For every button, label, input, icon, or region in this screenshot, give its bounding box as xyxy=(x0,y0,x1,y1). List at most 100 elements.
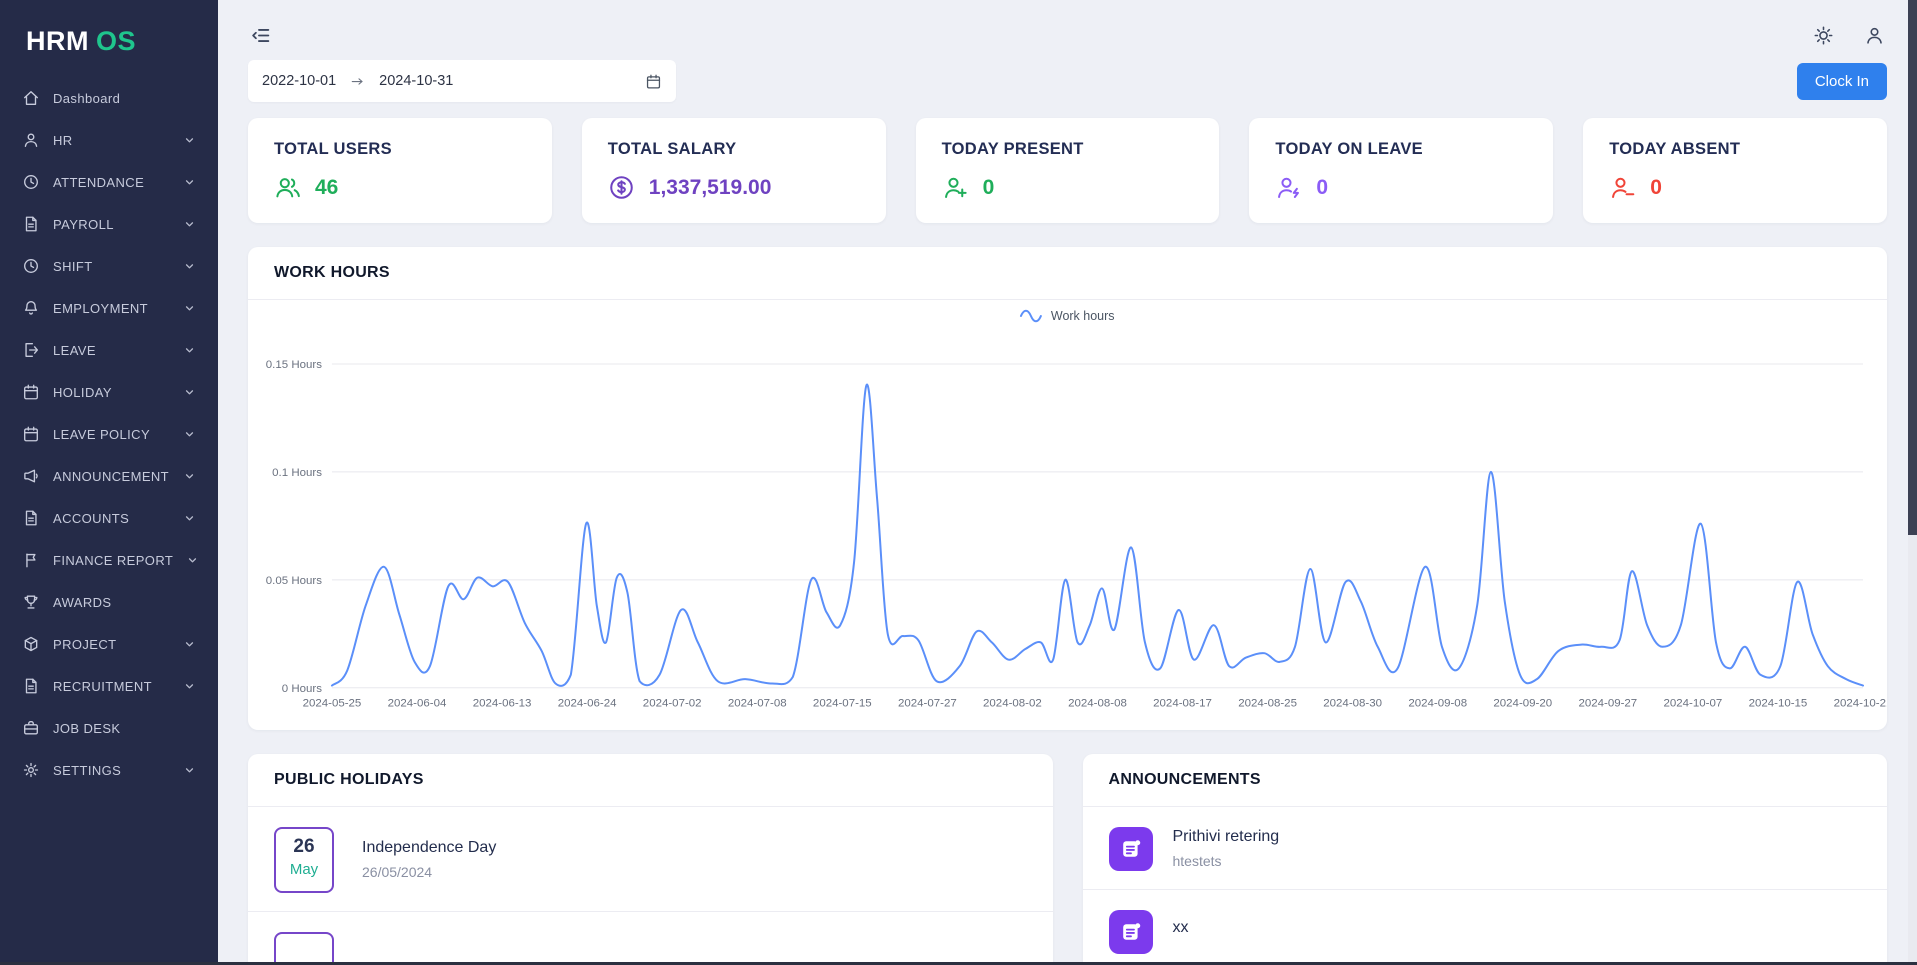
svg-text:2024-07-15: 2024-07-15 xyxy=(813,698,872,710)
sidebar-item-label: EMPLOYMENT xyxy=(53,301,170,316)
chevron-down-icon xyxy=(183,218,196,231)
work-hours-card: WORK HOURS 0 Hours0.05 Hours0.1 Hours0.1… xyxy=(248,247,1887,730)
sidebar-item-job-desk[interactable]: JOB DESK xyxy=(0,707,218,749)
chevron-down-icon xyxy=(183,428,196,441)
sidebar-item-employment[interactable]: EMPLOYMENT xyxy=(0,287,218,329)
user-bolt-icon xyxy=(1275,174,1302,201)
sidebar-item-leave-policy[interactable]: LEAVE POLICY xyxy=(0,413,218,455)
svg-text:2024-09-08: 2024-09-08 xyxy=(1408,698,1467,710)
announcement-item: Prithivi retering htestets xyxy=(1083,807,1888,889)
sidebar-item-announcement[interactable]: ANNOUNCEMENT xyxy=(0,455,218,497)
stat-value: 46 xyxy=(315,176,338,200)
svg-text:Work hours: Work hours xyxy=(1051,309,1115,323)
svg-text:0.1 Hours: 0.1 Hours xyxy=(272,467,322,479)
holiday-day: 26 xyxy=(276,836,332,859)
stat-value: 0 xyxy=(1316,176,1328,200)
sidebar-item-awards[interactable]: AWARDS xyxy=(0,581,218,623)
vertical-scrollbar-thumb[interactable] xyxy=(1908,0,1917,535)
svg-text:2024-08-30: 2024-08-30 xyxy=(1323,698,1382,710)
stat-row: 1,337,519.00 xyxy=(608,174,860,201)
svg-text:0.15 Hours: 0.15 Hours xyxy=(266,359,322,371)
svg-text:2024-09-27: 2024-09-27 xyxy=(1578,698,1637,710)
svg-text:2024-06-04: 2024-06-04 xyxy=(388,698,447,710)
note-icon xyxy=(1119,837,1143,861)
sidebar-item-label: RECRUITMENT xyxy=(53,679,170,694)
date-range-input[interactable]: 2022-10-01 2024-10-31 xyxy=(248,60,676,102)
sidebar-item-finance-report[interactable]: FINANCE REPORT xyxy=(0,539,218,581)
svg-text:2024-10-07: 2024-10-07 xyxy=(1664,698,1723,710)
topbar xyxy=(248,0,1887,50)
announcement-title: xx xyxy=(1173,919,1189,937)
menu-collapse-icon xyxy=(250,25,271,46)
profile-button[interactable] xyxy=(1862,23,1887,48)
holiday-item xyxy=(248,911,1053,965)
user-plus-icon xyxy=(942,174,969,201)
stat-row: 46 xyxy=(274,174,526,201)
svg-text:2024-06-13: 2024-06-13 xyxy=(473,698,532,710)
stat-card: TODAY PRESENT 0 xyxy=(916,118,1220,223)
sidebar-item-payroll[interactable]: PAYROLL xyxy=(0,203,218,245)
holiday-item: 26 May Independence Day 26/05/2024 xyxy=(248,807,1053,911)
sidebar-item-project[interactable]: PROJECT xyxy=(0,623,218,665)
svg-text:0.05 Hours: 0.05 Hours xyxy=(266,575,322,587)
chevron-down-icon xyxy=(183,680,196,693)
calendar-icon[interactable] xyxy=(645,73,662,90)
holiday-info: Independence Day 26/05/2024 xyxy=(362,839,496,880)
sidebar-item-holiday[interactable]: HOLIDAY xyxy=(0,371,218,413)
vertical-scrollbar-track[interactable] xyxy=(1908,0,1917,965)
announcement-item: xx xyxy=(1083,889,1888,965)
announcement-note-icon xyxy=(1109,910,1153,954)
announcement-info: Prithivi retering htestets xyxy=(1173,828,1280,869)
holiday-date-badge xyxy=(274,932,334,965)
sidebar-item-label: LEAVE POLICY xyxy=(53,427,170,442)
svg-text:2024-07-08: 2024-07-08 xyxy=(728,698,787,710)
work-hours-chart: 0 Hours0.05 Hours0.1 Hours0.15 Hours2024… xyxy=(248,300,1887,730)
svg-text:2024-05-25: 2024-05-25 xyxy=(303,698,362,710)
chevron-down-icon xyxy=(183,764,196,777)
public-holidays-title: PUBLIC HOLIDAYS xyxy=(248,754,1053,807)
sidebar-item-label: SHIFT xyxy=(53,259,170,274)
holiday-date-text: 26/05/2024 xyxy=(362,864,496,880)
clock-in-button[interactable]: Clock In xyxy=(1797,63,1887,100)
svg-text:2024-08-17: 2024-08-17 xyxy=(1153,698,1212,710)
sidebar-item-accounts[interactable]: ACCOUNTS xyxy=(0,497,218,539)
sidebar-item-dashboard[interactable]: Dashboard xyxy=(0,77,218,119)
bell-icon xyxy=(22,299,40,317)
main-content: 2022-10-01 2024-10-31 Clock In TOTAL USE… xyxy=(218,0,1917,965)
user-icon xyxy=(1864,25,1885,46)
svg-text:2024-08-08: 2024-08-08 xyxy=(1068,698,1127,710)
chevron-down-icon xyxy=(183,638,196,651)
sidebar-item-label: LEAVE xyxy=(53,343,170,358)
sidebar-toggle-button[interactable] xyxy=(248,23,273,48)
theme-toggle-button[interactable] xyxy=(1811,23,1836,48)
sidebar-item-leave[interactable]: LEAVE xyxy=(0,329,218,371)
chevron-down-icon xyxy=(183,134,196,147)
sidebar-nav: Dashboard HR ATTENDANCE PAYROLL SHIFT EM… xyxy=(0,77,218,791)
holiday-month: May xyxy=(276,859,332,880)
brand-logo[interactable]: HRMOS xyxy=(0,0,218,77)
home-icon xyxy=(22,89,40,107)
sidebar-item-recruitment[interactable]: RECRUITMENT xyxy=(0,665,218,707)
sidebar-item-label: ANNOUNCEMENT xyxy=(53,469,170,484)
chevron-down-icon xyxy=(183,176,196,189)
announcement-note-icon xyxy=(1109,827,1153,871)
sidebar-item-settings[interactable]: SETTINGS xyxy=(0,749,218,791)
file-icon xyxy=(22,677,40,695)
sidebar-item-label: HOLIDAY xyxy=(53,385,170,400)
sidebar-item-label: HR xyxy=(53,133,170,148)
sidebar-item-shift[interactable]: SHIFT xyxy=(0,245,218,287)
topbar-actions xyxy=(1811,23,1887,48)
sidebar-item-label: PAYROLL xyxy=(53,217,170,232)
app-root: HRMOS Dashboard HR ATTENDANCE PAYROLL SH… xyxy=(0,0,1917,965)
sidebar-item-hr[interactable]: HR xyxy=(0,119,218,161)
svg-text:2024-08-02: 2024-08-02 xyxy=(983,698,1042,710)
sidebar-item-attendance[interactable]: ATTENDANCE xyxy=(0,161,218,203)
stat-title: TOTAL USERS xyxy=(274,140,526,159)
svg-text:2024-07-02: 2024-07-02 xyxy=(643,698,702,710)
public-holidays-card: PUBLIC HOLIDAYS 26 May Independence Day … xyxy=(248,754,1053,965)
sidebar-item-label: Dashboard xyxy=(53,91,196,106)
file-icon xyxy=(22,509,40,527)
briefcase-icon xyxy=(22,719,40,737)
file-icon xyxy=(22,215,40,233)
brand-primary: HRM xyxy=(26,26,89,56)
